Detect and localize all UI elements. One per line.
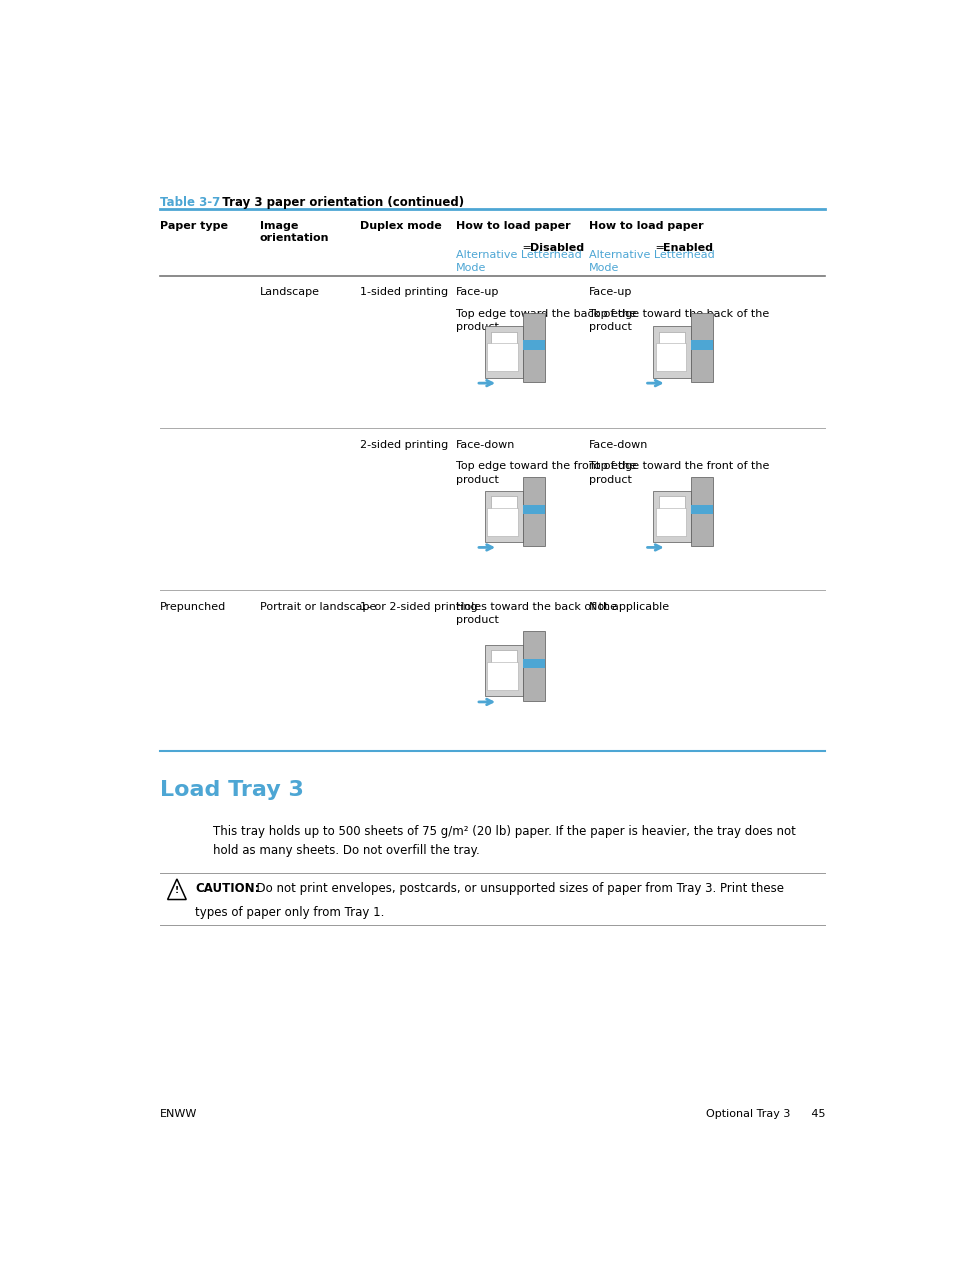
FancyBboxPatch shape [659,495,685,517]
Text: Table 3-7: Table 3-7 [160,197,220,210]
Text: 2-sided printing: 2-sided printing [359,439,447,450]
FancyBboxPatch shape [484,490,522,542]
Text: Enabled: Enabled [662,244,712,253]
Text: !: ! [174,886,179,895]
FancyBboxPatch shape [487,343,517,371]
FancyBboxPatch shape [484,326,522,377]
FancyBboxPatch shape [659,331,685,352]
FancyBboxPatch shape [690,504,713,514]
FancyBboxPatch shape [490,331,517,352]
FancyBboxPatch shape [522,476,544,546]
Text: Landscape: Landscape [259,287,319,297]
Text: How to load paper: How to load paper [588,221,702,231]
Text: Image
orientation: Image orientation [259,221,329,244]
Text: Prepunched: Prepunched [160,602,226,612]
FancyBboxPatch shape [487,662,517,690]
Text: types of paper only from Tray 1.: types of paper only from Tray 1. [195,907,384,919]
Text: =: = [652,244,668,253]
FancyBboxPatch shape [522,312,544,382]
Text: Face-up: Face-up [588,287,632,297]
Text: ENWW: ENWW [160,1109,197,1119]
Text: Disabled: Disabled [529,244,583,253]
FancyBboxPatch shape [490,650,517,671]
Text: Alternative Letterhead
Mode: Alternative Letterhead Mode [456,250,580,273]
FancyBboxPatch shape [690,312,713,382]
Text: Top edge toward the front of the
product: Top edge toward the front of the product [456,461,636,485]
FancyBboxPatch shape [690,476,713,546]
FancyBboxPatch shape [490,495,517,517]
FancyBboxPatch shape [484,645,522,696]
FancyBboxPatch shape [522,504,544,514]
Text: Do not print envelopes, postcards, or unsupported sizes of paper from Tray 3. Pr: Do not print envelopes, postcards, or un… [249,881,783,895]
FancyBboxPatch shape [487,508,517,536]
Text: Not applicable: Not applicable [588,602,668,612]
Text: Load Tray 3: Load Tray 3 [160,780,303,800]
FancyBboxPatch shape [653,490,690,542]
Text: Face-down: Face-down [456,439,515,450]
Text: Paper type: Paper type [160,221,228,231]
FancyBboxPatch shape [522,659,544,668]
Text: Optional Tray 3      45: Optional Tray 3 45 [705,1109,824,1119]
Text: How to load paper: How to load paper [456,221,570,231]
Text: Duplex mode: Duplex mode [359,221,441,231]
FancyBboxPatch shape [522,340,544,349]
FancyBboxPatch shape [522,631,544,701]
Text: Face-up: Face-up [456,287,498,297]
Text: Portrait or landscape: Portrait or landscape [259,602,375,612]
Text: =: = [518,244,535,253]
Text: Top edge toward the front of the
product: Top edge toward the front of the product [588,461,768,485]
FancyBboxPatch shape [690,340,713,349]
Text: 1- or 2-sided printing: 1- or 2-sided printing [359,602,476,612]
Text: CAUTION:: CAUTION: [195,881,259,895]
FancyBboxPatch shape [656,508,685,536]
Text: Holes toward the back of the
product: Holes toward the back of the product [456,602,616,625]
Text: Tray 3 paper orientation (continued): Tray 3 paper orientation (continued) [213,197,463,210]
Text: Face-down: Face-down [588,439,647,450]
Text: This tray holds up to 500 sheets of 75 g/m² (20 lb) paper. If the paper is heavi: This tray holds up to 500 sheets of 75 g… [213,826,795,857]
FancyBboxPatch shape [653,326,690,377]
Text: Top edge toward the back of the
product: Top edge toward the back of the product [456,309,636,331]
Text: Alternative Letterhead
Mode: Alternative Letterhead Mode [588,250,714,273]
FancyBboxPatch shape [656,343,685,371]
Text: Top edge toward the back of the
product: Top edge toward the back of the product [588,309,768,331]
Text: 1-sided printing: 1-sided printing [359,287,447,297]
